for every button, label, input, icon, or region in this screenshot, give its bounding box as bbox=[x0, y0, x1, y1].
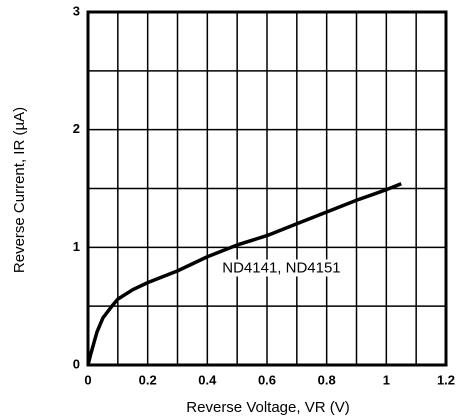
x-tick-label: 0 bbox=[84, 372, 91, 387]
x-tick-label: 0.2 bbox=[139, 372, 157, 387]
x-tick-label: 0.4 bbox=[198, 372, 217, 387]
annotation: ND4141, ND4151 bbox=[222, 259, 340, 276]
x-tick-label: 1 bbox=[383, 372, 390, 387]
x-tick-label: 0.6 bbox=[258, 372, 276, 387]
y-axis-label: Reverse Current, IR (µA) bbox=[11, 107, 28, 273]
line-series bbox=[86, 182, 402, 366]
y-tick-label: 0 bbox=[73, 356, 80, 371]
y-tick-label: 3 bbox=[73, 3, 80, 18]
plot-frame bbox=[86, 10, 448, 367]
x-tick-label: 1.2 bbox=[437, 372, 455, 387]
x-tick-label: 0.8 bbox=[318, 372, 336, 387]
x-axis-label: Reverse Voltage, VR (V) bbox=[186, 399, 349, 416]
annotation-bg bbox=[220, 259, 343, 277]
y-tick-label: 2 bbox=[73, 121, 80, 136]
y-tick-label: 1 bbox=[73, 239, 80, 254]
